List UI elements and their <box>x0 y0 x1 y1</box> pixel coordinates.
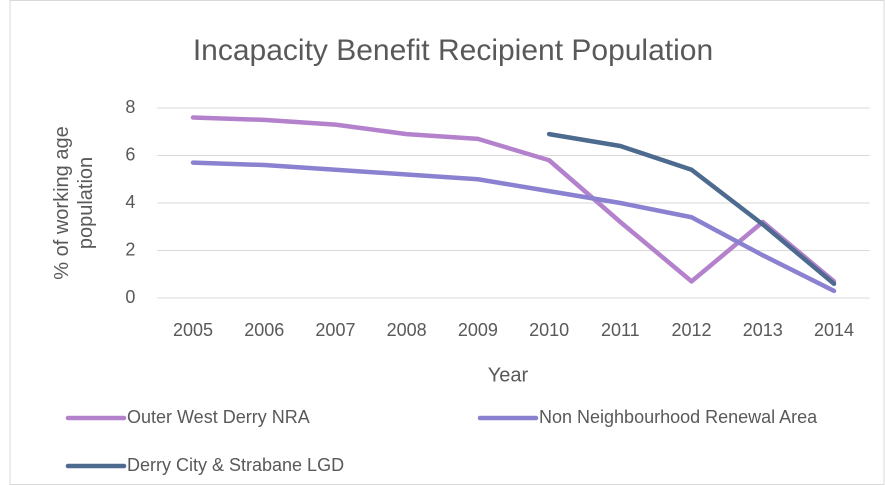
y-tick-label: 2 <box>125 239 135 259</box>
y-tick-label: 6 <box>125 144 135 164</box>
legend-label: Derry City & Strabane LGD <box>127 455 344 475</box>
y-tick-label: 4 <box>125 192 135 212</box>
y-tick-label: 0 <box>125 287 135 307</box>
x-tick-label: 2008 <box>387 320 427 340</box>
y-tick-label: 8 <box>125 97 135 117</box>
x-tick-label: 2012 <box>672 320 712 340</box>
x-tick-label: 2009 <box>458 320 498 340</box>
legend-label: Outer West Derry NRA <box>127 407 310 427</box>
series-line <box>190 115 837 284</box>
x-tick-label: 2013 <box>743 320 783 340</box>
x-tick-label: 2011 <box>601 320 640 340</box>
x-tick-label: 2005 <box>173 320 213 340</box>
legend-label: Non Neighbourhood Renewal Area <box>539 407 818 427</box>
series-line <box>546 131 837 286</box>
chart-title: Incapacity Benefit Recipient Population <box>193 34 713 67</box>
x-tick-label: 2006 <box>244 320 284 340</box>
x-tick-label: 2010 <box>529 320 569 340</box>
y-axis-label: % of working age population <box>51 126 97 280</box>
x-axis-label: Year <box>488 364 529 386</box>
x-tick-label: 2014 <box>814 320 854 340</box>
series-line <box>190 160 837 294</box>
x-tick-label: 2007 <box>315 320 355 340</box>
